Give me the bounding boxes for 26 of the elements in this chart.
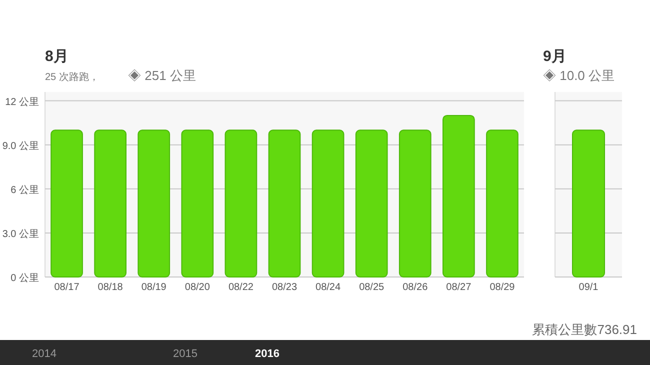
- y-tick-label: 6 公里: [10, 184, 39, 196]
- x-tick-label: 08/27: [446, 282, 472, 293]
- x-tick-label: 08/29: [490, 282, 516, 293]
- chart-title: 9月: [543, 48, 566, 65]
- text: ◈ 251 公里: [128, 68, 196, 83]
- x-tick-label: 08/19: [141, 282, 167, 293]
- text: 2014: [32, 348, 56, 360]
- x-tick-label: 08/18: [98, 282, 124, 293]
- y-tick-label: 3.0 公里: [2, 228, 39, 240]
- x-tick-label: 08/24: [316, 282, 341, 293]
- x-tick-label: 08/22: [228, 282, 254, 293]
- x-tick-label: 08/17: [54, 282, 80, 293]
- x-tick-label: 08/25: [359, 282, 385, 293]
- y-tick-label: 12 公里: [5, 96, 39, 108]
- x-tick-label: 08/26: [402, 282, 428, 293]
- chart-subtitle: 25 次路跑，: [45, 71, 99, 83]
- text: 2015: [173, 348, 198, 360]
- text: 累積公里數736.91: [532, 322, 637, 337]
- x-tick-label: 09/1: [578, 282, 599, 293]
- x-tick-label: 08/20: [184, 282, 210, 293]
- x-tick-label: 08/23: [272, 282, 298, 293]
- chart-title: 8月: [45, 48, 68, 65]
- chart-subtitle: ◈ 10.0 公里: [543, 68, 615, 83]
- y-tick-label: 0 公里: [10, 272, 39, 284]
- text: 2016: [255, 348, 280, 360]
- y-tick-label: 9.0 公里: [2, 140, 39, 152]
